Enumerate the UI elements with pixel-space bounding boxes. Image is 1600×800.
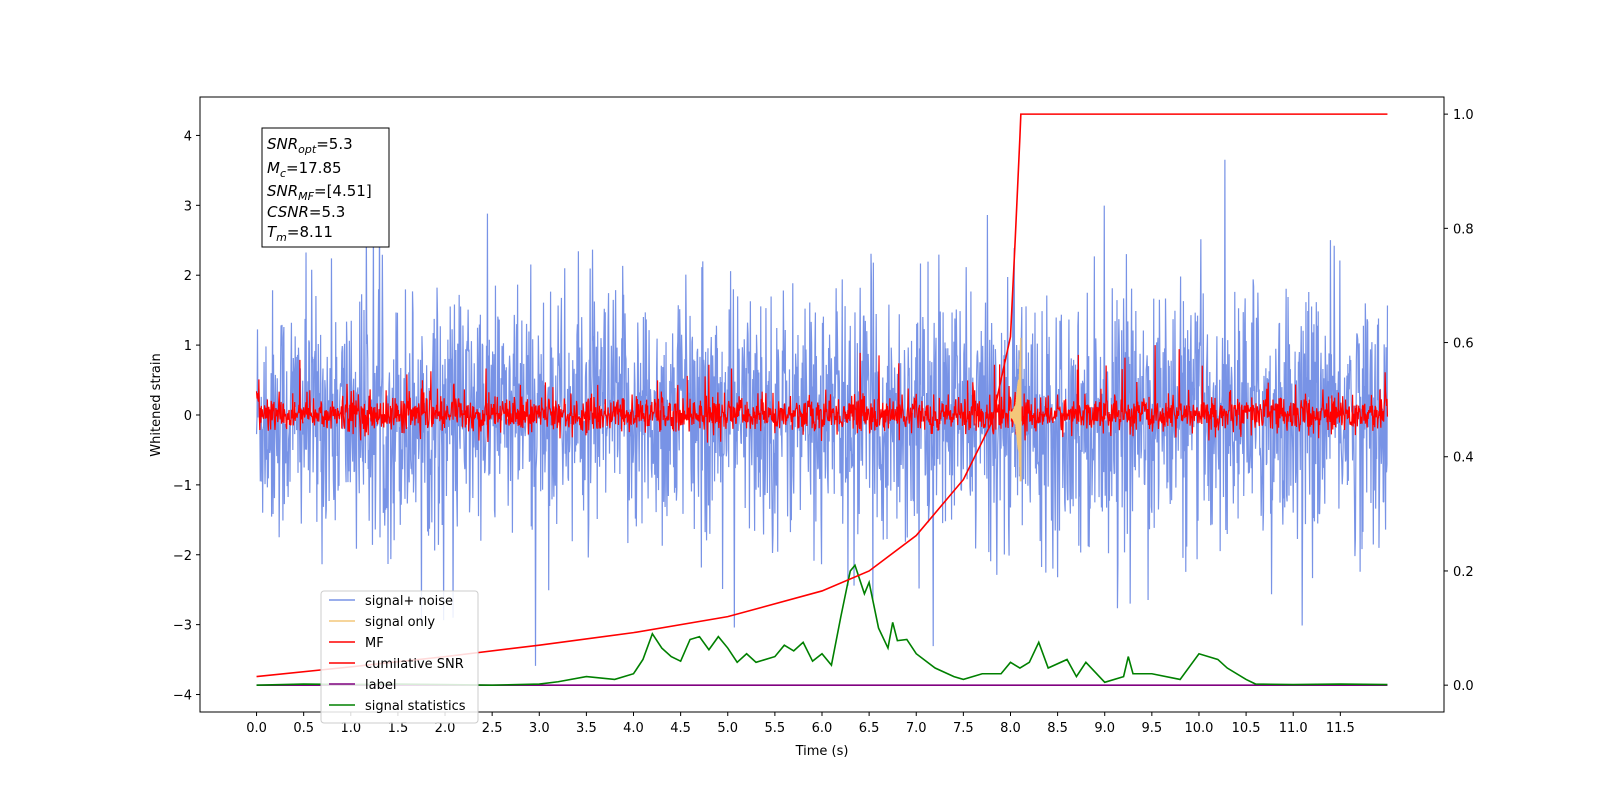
legend-label: signal+ noise bbox=[365, 594, 453, 609]
y-tick-label: −4 bbox=[173, 689, 192, 704]
y-tick-label: 0 bbox=[184, 409, 192, 424]
svg-text:Mc=17.85: Mc=17.85 bbox=[267, 159, 342, 180]
y2-tick-label: 0.0 bbox=[1453, 679, 1474, 694]
y-tick-label: −2 bbox=[173, 549, 192, 564]
y2-tick-label: 0.6 bbox=[1453, 337, 1474, 352]
x-tick-label: 11.0 bbox=[1279, 721, 1308, 736]
y-tick-label: 3 bbox=[184, 199, 192, 214]
y2-tick-label: 0.4 bbox=[1453, 451, 1474, 466]
x-tick-label: 0.5 bbox=[293, 721, 314, 736]
annotation-box: SNRopt=5.3 Mc=17.85 SNRMF=[4.51] CSNR=5.… bbox=[261, 127, 390, 248]
y-axis-label: Whitened strain bbox=[149, 353, 164, 456]
x-tick-label: 8.5 bbox=[1047, 721, 1068, 736]
legend-label: cumilative SNR bbox=[365, 657, 464, 672]
x-tick-label: 5.5 bbox=[765, 721, 786, 736]
x-tick-label: 3.5 bbox=[576, 721, 597, 736]
x-tick-label: 6.5 bbox=[859, 721, 880, 736]
y2-tick-label: 0.8 bbox=[1453, 222, 1474, 237]
y-tick-label: 2 bbox=[184, 269, 192, 284]
x-tick-label: 1.0 bbox=[340, 721, 361, 736]
y-tick-label: −1 bbox=[173, 479, 192, 494]
x-tick-label: 10.0 bbox=[1184, 721, 1213, 736]
y2-tick-label: 1.0 bbox=[1453, 108, 1474, 123]
x-tick-label: 0.0 bbox=[246, 721, 267, 736]
x-tick-label: 4.5 bbox=[670, 721, 691, 736]
x-tick-label: 1.5 bbox=[388, 721, 409, 736]
x-tick-label: 9.5 bbox=[1142, 721, 1163, 736]
x-tick-label: 10.5 bbox=[1232, 721, 1261, 736]
legend: signal+ noise signal only MF cumilative SNR… bbox=[320, 590, 479, 724]
x-tick-label: 9.0 bbox=[1094, 721, 1115, 736]
svg-text:SNRMF=[4.51]: SNRMF=[4.51] bbox=[267, 182, 372, 203]
x-tick-label: 2.5 bbox=[482, 721, 503, 736]
series-cumulative-snr bbox=[256, 113, 1388, 678]
series-mf bbox=[255, 345, 1389, 443]
x-tick-label: 2.0 bbox=[435, 721, 456, 736]
series-signal-statistics bbox=[256, 563, 1388, 686]
x-tick-label: 4.0 bbox=[623, 721, 644, 736]
x-tick-label: 8.0 bbox=[1000, 721, 1021, 736]
x-tick-label: 11.5 bbox=[1326, 721, 1355, 736]
svg-text:SNRopt=5.3: SNRopt=5.3 bbox=[267, 135, 353, 156]
x-tick-label: 6.0 bbox=[812, 721, 833, 736]
x-axis-label: Time (s) bbox=[795, 744, 849, 759]
y-tick-label: 4 bbox=[184, 129, 192, 144]
series-signal-only bbox=[1009, 337, 1022, 482]
legend-label: label bbox=[365, 678, 396, 693]
svg-text:CSNR=5.3: CSNR=5.3 bbox=[267, 203, 345, 221]
axes-layer: 0.0 0.5 1.0 1.5 2.0 2.5 3.0 3.5 4.0 4.5 5.0 5.5 6.0 6… bbox=[173, 108, 1474, 736]
y-tick-label: −3 bbox=[173, 619, 192, 634]
x-tick-label: 5.0 bbox=[717, 721, 738, 736]
legend-label: MF bbox=[365, 636, 384, 651]
y2-tick-label: 0.2 bbox=[1453, 565, 1474, 580]
x-tick-label: 7.5 bbox=[953, 721, 974, 736]
legend-label: signal only bbox=[365, 615, 435, 630]
x-tick-label: 3.0 bbox=[529, 721, 550, 736]
y-tick-label: 1 bbox=[184, 339, 192, 354]
legend-label: signal statistics bbox=[365, 699, 466, 714]
svg-text:Tm=8.11: Tm=8.11 bbox=[267, 223, 333, 244]
x-tick-label: 7.0 bbox=[906, 721, 927, 736]
